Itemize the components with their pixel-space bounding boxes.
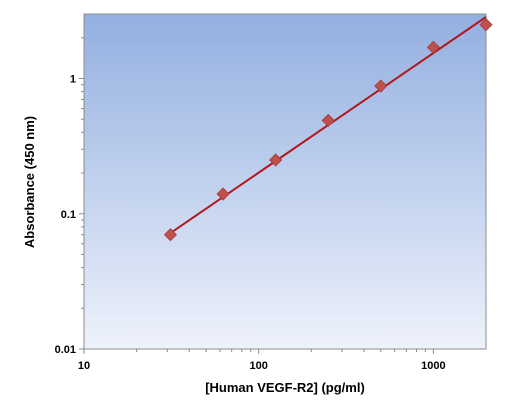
x-tick-label: 10 xyxy=(78,360,90,372)
data-point xyxy=(321,113,335,127)
data-point xyxy=(426,40,440,54)
y-tick-label: 0.1 xyxy=(61,209,76,221)
x-axis-label: [Human VEGF-R2] (pg/ml) xyxy=(205,380,365,395)
y-tick-label: 0.01 xyxy=(55,344,76,356)
data-point xyxy=(374,79,388,93)
y-axis-label: Absorbance (450 nm) xyxy=(22,116,37,248)
axis-ticks: 10 100 1000 0.01 0.1 1 xyxy=(55,37,446,372)
data-points xyxy=(163,18,493,242)
x-tick-label: 100 xyxy=(250,360,268,372)
y-tick-label: 1 xyxy=(70,74,76,86)
data-point xyxy=(216,187,230,201)
data-point xyxy=(479,18,493,32)
x-tick-label: 1000 xyxy=(421,360,445,372)
data-point xyxy=(269,153,283,167)
plot-area xyxy=(83,13,487,350)
data-point xyxy=(163,228,178,242)
